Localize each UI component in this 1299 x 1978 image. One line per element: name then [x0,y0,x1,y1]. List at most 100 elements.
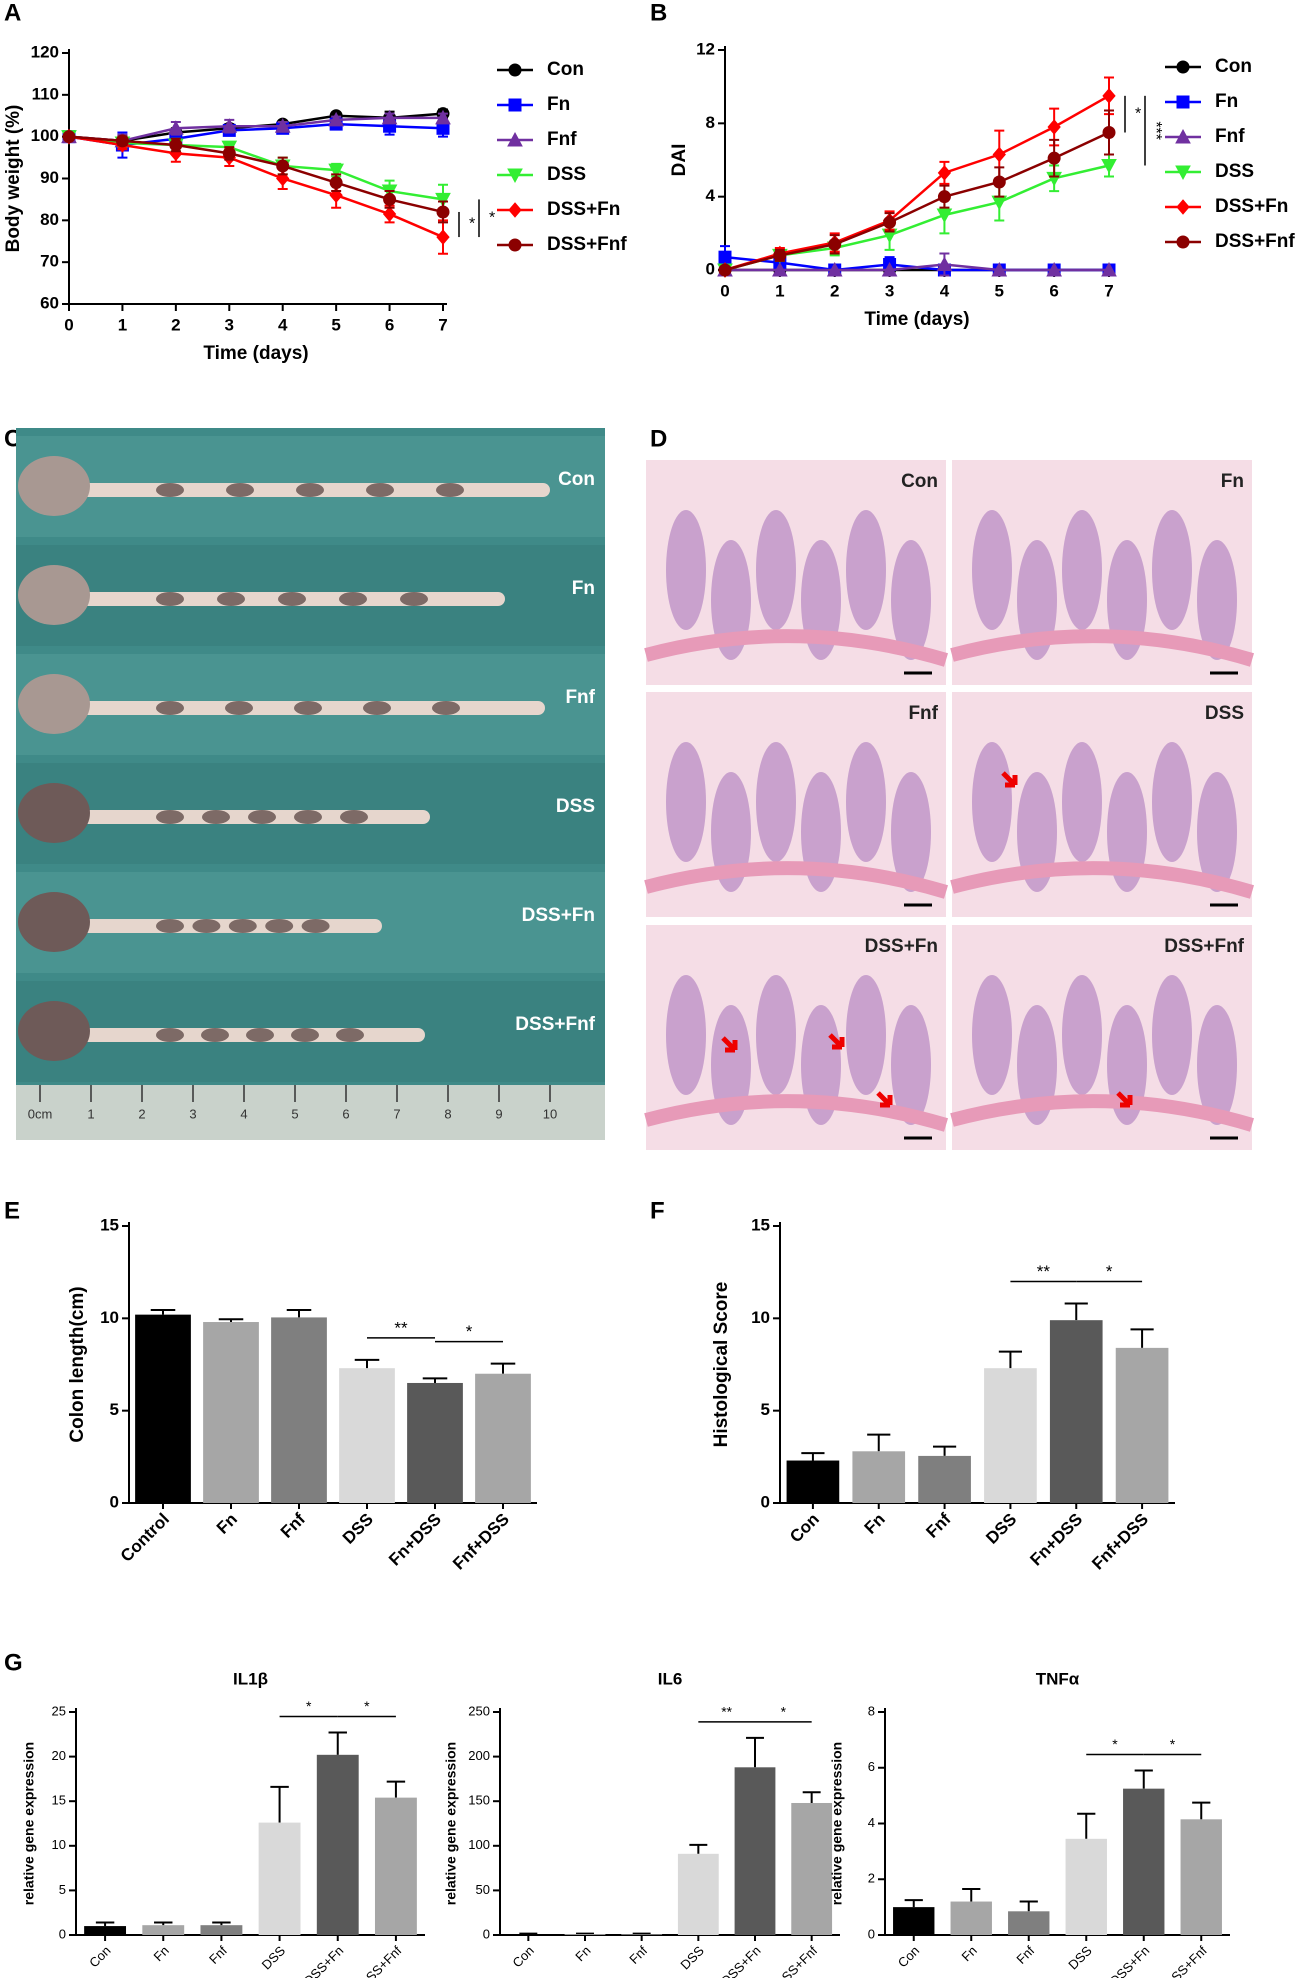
red-arrow [1001,771,1018,788]
photo-label: DSS [556,796,595,817]
x-tick-label: DSS+Fn [301,1943,347,1978]
marker [436,205,450,219]
bar [258,1822,301,1935]
cecum [18,565,90,625]
bar [1123,1788,1165,1935]
x-tick-label: Fnf+DSS [1088,1510,1152,1574]
colon-content [156,701,184,715]
legend-label: DSS [1215,161,1254,182]
marker [936,256,953,271]
crypt [891,772,931,892]
x-tick-label: 2 [830,281,839,300]
panel-letter: A [4,0,21,26]
x-tick-label: 5 [995,281,1004,300]
bar [1008,1911,1050,1935]
red-arrow [721,1036,738,1053]
y-tick-label: 4 [868,1815,875,1830]
series-line [724,131,1110,272]
y-tick-label: 20 [52,1748,66,1763]
x-tick-label: DSS [677,1943,707,1973]
error-bar [802,1791,821,1803]
ruler-label: 1 [87,1106,94,1121]
legend-label: DSS [547,164,586,185]
bar [316,1754,359,1935]
crypt [756,742,796,862]
x-tick-label: Fnf+DSS [449,1510,513,1574]
ruler-label: 2 [138,1106,145,1121]
error-bar [218,1318,244,1323]
y-tick-label: 0 [59,1926,66,1941]
x-tick-label: Con [86,1943,113,1970]
marker [507,131,523,147]
significance-label: ** [394,1318,408,1337]
x-tick-label: Fn [213,1510,241,1538]
x-tick-label: Con [786,1510,823,1547]
legend-label: Fn [547,94,570,115]
crypt [846,510,886,630]
crypt [891,1005,931,1125]
y-tick-label: 5 [110,1400,119,1419]
red-arrow [1116,1091,1133,1108]
error-bar [998,1350,1022,1369]
y-tick-label: 10 [100,1308,119,1327]
x-tick-label: Fn [958,1943,979,1964]
significance-label: * [466,1322,473,1341]
colon-content [363,701,391,715]
series-line [68,135,444,239]
error-bar [1192,1801,1211,1820]
crypt [1152,975,1192,1095]
y-axis-label: relative gene expression [443,1742,459,1905]
bar [84,1926,127,1935]
bar [918,1455,971,1503]
ruler [16,1085,605,1140]
tile-label: DSS+Fnf [1164,936,1244,957]
cecum [18,456,90,516]
marker [435,192,451,208]
legend-label: DSS+Fnf [547,234,627,255]
error-bar [422,1377,448,1383]
crypt [711,540,751,660]
y-tick-label: 2 [868,1871,875,1886]
error-bar [1130,1328,1154,1348]
colon-content [340,810,368,824]
marker [937,165,952,181]
photo-label: Fnf [565,687,595,708]
x-tick-label: DSS+Fn [718,1943,764,1978]
legend-label: Con [547,59,584,80]
error-bar [386,1780,406,1798]
marker [1176,199,1190,215]
x-tick-label: Fnf [626,1943,650,1967]
y-tick-label: 15 [52,1793,66,1808]
y-tick-label: 8 [706,113,715,132]
x-axis-label: Time (days) [203,343,308,364]
bar [791,1802,833,1935]
error-bar [95,1921,115,1927]
significance-label: * [364,1698,370,1714]
x-tick-label: 4 [278,315,288,334]
y-axis-label: Colon length(cm) [67,1286,88,1442]
colon-content [226,483,254,497]
y-tick-label: 25 [52,1703,66,1718]
x-tick-label: Control [117,1510,173,1566]
crypt [756,975,796,1095]
error-bar [962,1888,981,1902]
significance-label: * [1170,1736,1176,1752]
error-bar [1064,1302,1088,1321]
colon-content [278,592,306,606]
marker [508,63,522,77]
x-tick-label: Fn+DSS [1026,1510,1086,1570]
x-tick-label: 4 [940,281,950,300]
crypt [1017,1005,1057,1125]
error-bar [1134,1769,1153,1789]
x-axis-label: Time (days) [864,309,969,330]
y-tick-label: 80 [40,210,59,229]
panel-letter: B [650,0,667,26]
marker [1101,159,1117,174]
marker [1175,165,1191,181]
marker [222,146,236,160]
bar [1115,1347,1169,1503]
colon-content [246,1028,274,1042]
colon-content [225,701,253,715]
colon-content [366,483,394,497]
